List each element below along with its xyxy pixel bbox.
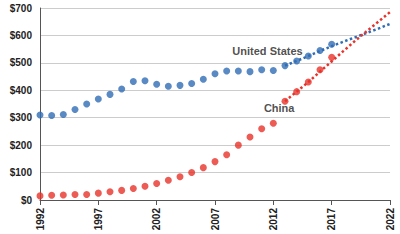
svg-text:2002: 2002 bbox=[151, 208, 162, 231]
svg-text:$400: $400 bbox=[10, 85, 33, 96]
svg-text:$600: $600 bbox=[10, 30, 33, 41]
svg-text:$500: $500 bbox=[10, 57, 33, 68]
svg-text:1992: 1992 bbox=[35, 208, 46, 231]
svg-text:2012: 2012 bbox=[268, 208, 279, 231]
svg-text:1997: 1997 bbox=[93, 208, 104, 231]
svg-text:$200: $200 bbox=[10, 140, 33, 151]
svg-text:$100: $100 bbox=[10, 167, 33, 178]
svg-text:$300: $300 bbox=[10, 112, 33, 123]
svg-text:2022: 2022 bbox=[385, 208, 396, 231]
svg-text:2017: 2017 bbox=[326, 208, 337, 231]
svg-text:$700: $700 bbox=[10, 3, 33, 14]
svg-text:China: China bbox=[264, 102, 295, 114]
svg-text:United States: United States bbox=[232, 45, 302, 57]
svg-text:2007: 2007 bbox=[210, 208, 221, 231]
svg-text:$0: $0 bbox=[21, 195, 33, 206]
